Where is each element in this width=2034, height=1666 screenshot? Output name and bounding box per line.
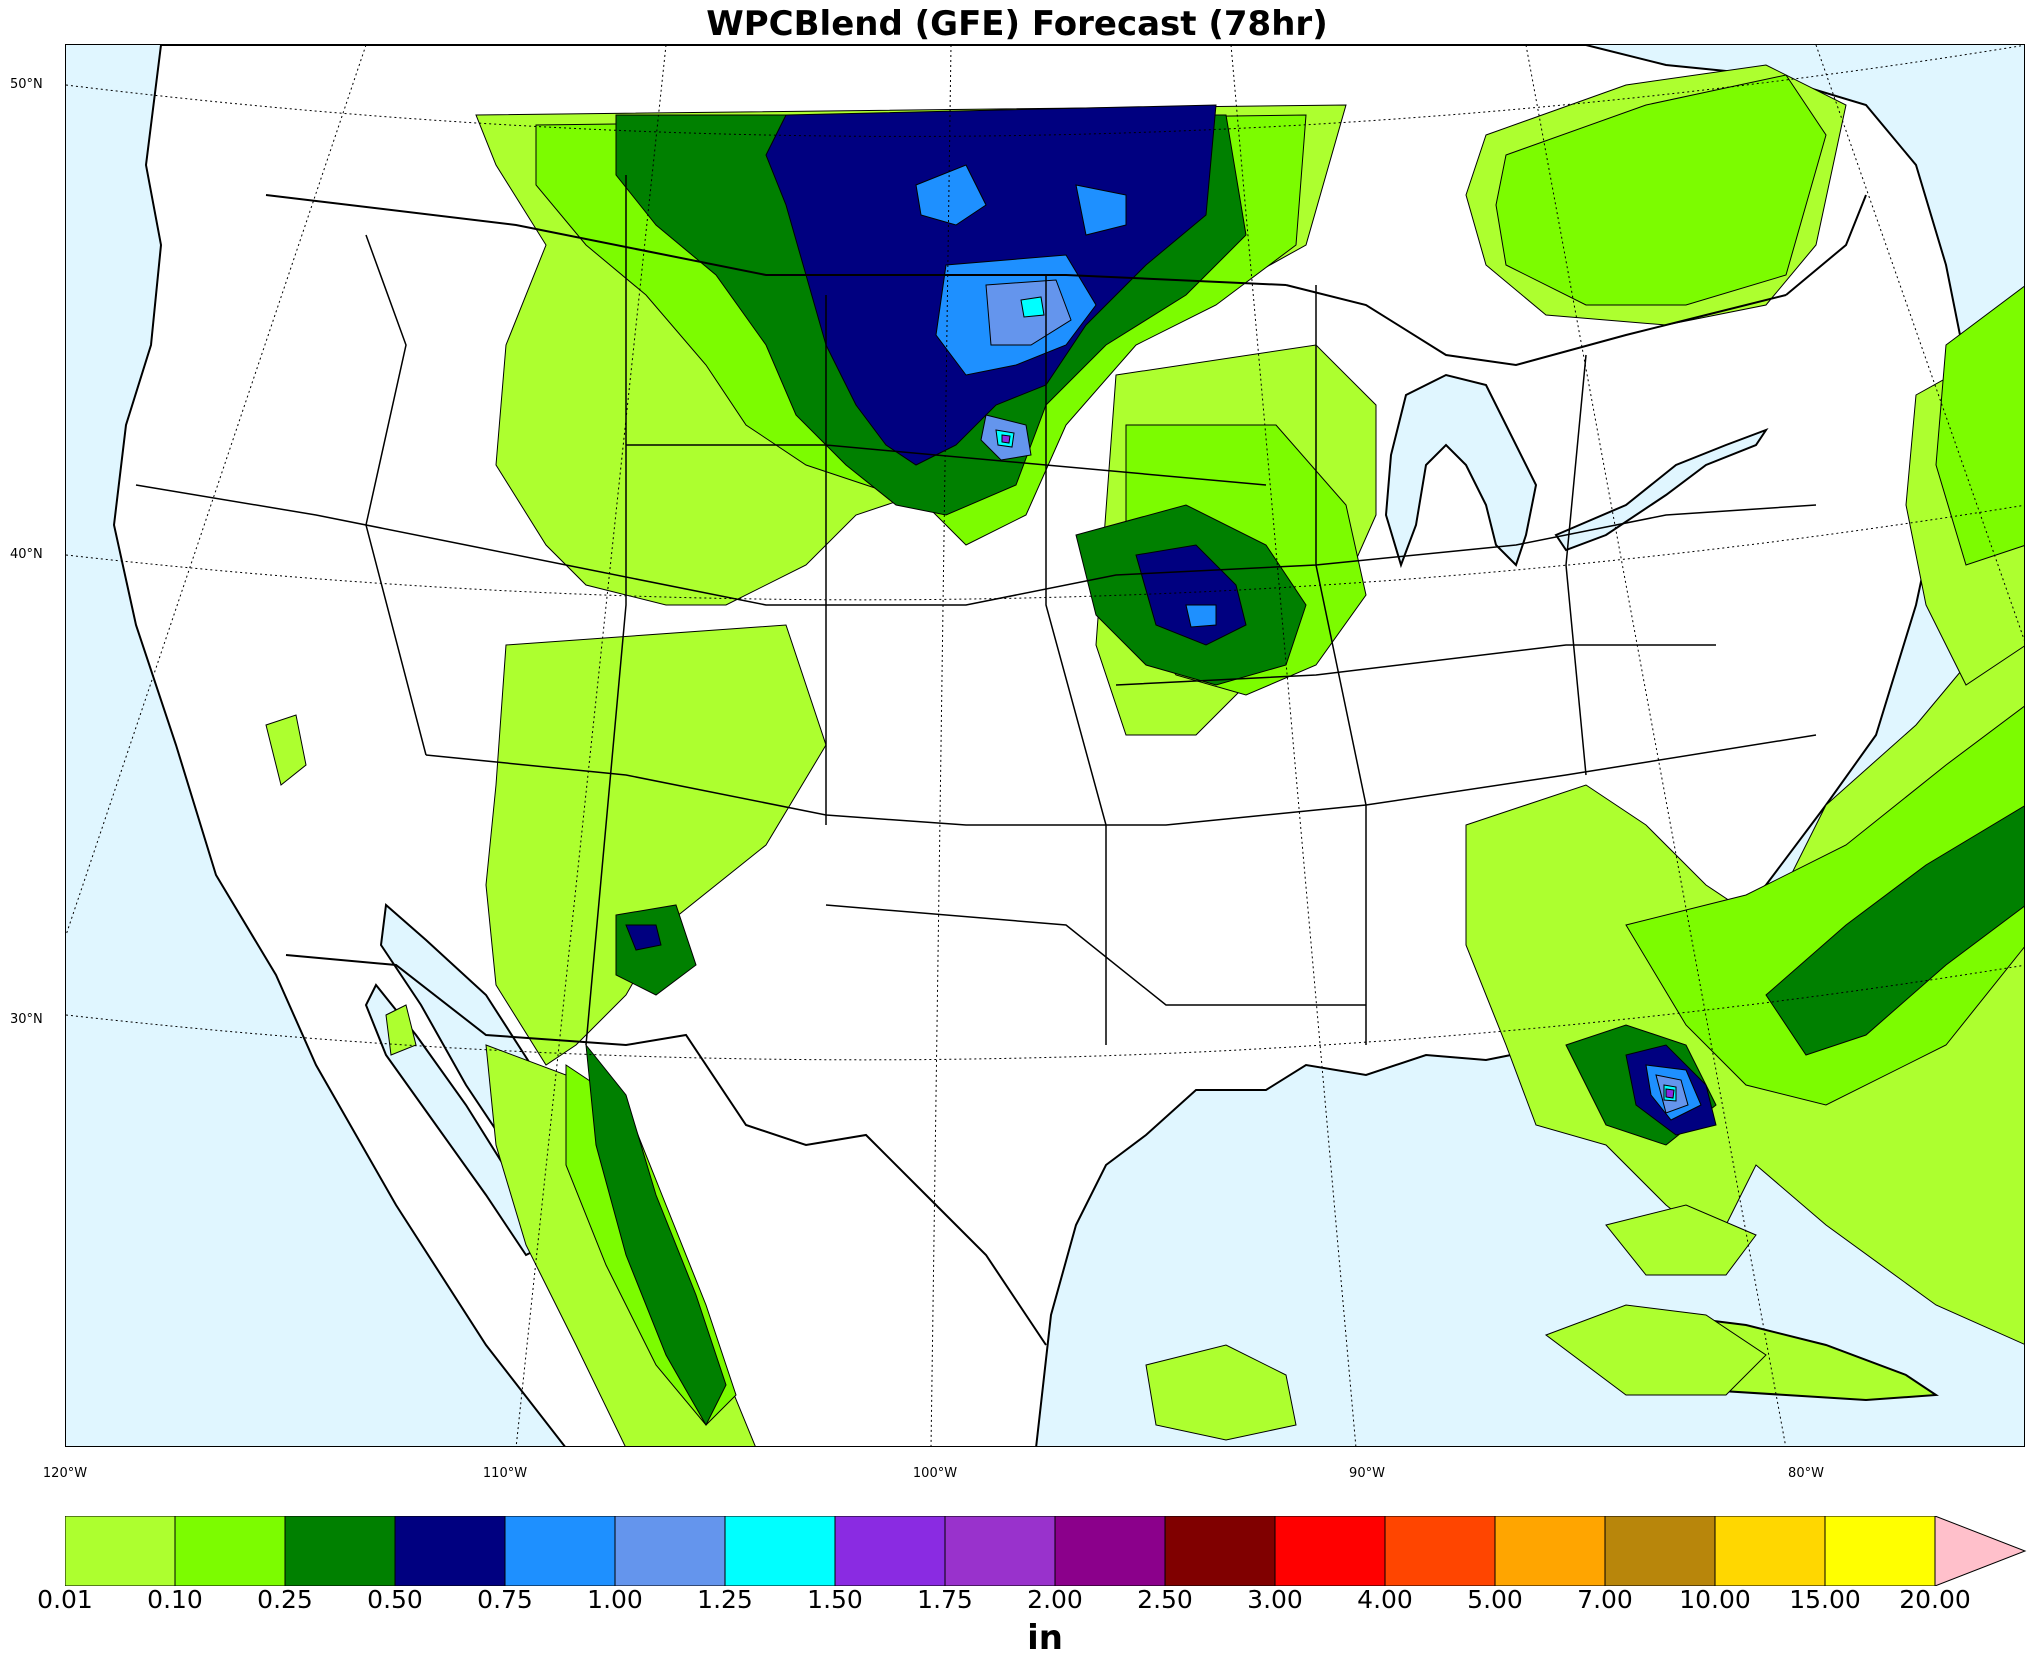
precip-1.50 [1001, 434, 1675, 1099]
lon-label-100w: 100°W [912, 1466, 958, 1481]
lon-label-90w: 90°W [1349, 1466, 1385, 1481]
colorbar-swatch [1714, 1516, 1826, 1586]
colorbar-tick-label: 10.00 [1679, 1585, 1751, 1614]
colorbar-swatch [1824, 1516, 1936, 1586]
colorbar-swatch [834, 1516, 946, 1586]
colorbar-tick-label: 1.25 [697, 1585, 753, 1614]
lon-label-80w: 80°W [1788, 1466, 1824, 1481]
colorbar-swatch [284, 1516, 396, 1586]
colorbar-tick-label: 20.00 [1899, 1585, 1971, 1614]
state-lines [135, 175, 1817, 1046]
colorbar-tick-label: 3.00 [1247, 1585, 1303, 1614]
colorbar-swatch [394, 1516, 506, 1586]
colorbar-swatch [65, 1516, 176, 1586]
lon-label-110w: 110°W [482, 1466, 528, 1481]
colorbar [65, 1516, 2027, 1586]
colorbar-tick-label: 0.01 [37, 1585, 93, 1614]
lat-label-40n: 40°N [10, 547, 43, 562]
colorbar-tick-label: 0.25 [257, 1585, 313, 1614]
colorbar-tick-label: 1.00 [587, 1585, 643, 1614]
colorbar-tick-label: 2.50 [1137, 1585, 1193, 1614]
colorbar-units: in [1027, 1618, 1063, 1658]
great-lakes [1384, 373, 1538, 569]
colorbar-tick-label: 15.00 [1789, 1585, 1861, 1614]
gulf-of-california [364, 983, 548, 1257]
colorbar-swatch [174, 1516, 286, 1586]
colorbar-tick-label: 1.75 [917, 1585, 973, 1614]
colorbar-tick-label: 7.00 [1577, 1585, 1633, 1614]
colorbar-swatch [614, 1516, 726, 1586]
precipitation-map [66, 45, 2024, 1446]
colorbar-swatch [504, 1516, 616, 1586]
graticule [66, 45, 2024, 1446]
map-panel [65, 44, 2025, 1447]
colorbar-swatch [1054, 1516, 1166, 1586]
colorbar-tick-label: 5.00 [1467, 1585, 1523, 1614]
colorbar-tick-label: 0.10 [147, 1585, 203, 1614]
political-borders [265, 194, 1867, 1346]
lat-label-30n: 30°N [10, 1012, 43, 1027]
colorbar-tick-label: 0.75 [477, 1585, 533, 1614]
lon-label-120w: 120°W [42, 1466, 88, 1481]
lat-label-50n: 50°N [10, 77, 43, 92]
colorbar-swatch [1494, 1516, 1606, 1586]
map-title: WPCBlend (GFE) Forecast (78hr) [706, 4, 1328, 44]
colorbar-swatch [1604, 1516, 1716, 1586]
colorbar-tick-label: 4.00 [1357, 1585, 1413, 1614]
colorbar-tick-label: 0.50 [367, 1585, 423, 1614]
colorbar-extend-arrow [1934, 1516, 2027, 1586]
colorbar-swatch [944, 1516, 1056, 1586]
colorbar-tick-label: 1.50 [807, 1585, 863, 1614]
colorbar-swatch [1384, 1516, 1496, 1586]
colorbar-swatch [724, 1516, 836, 1586]
lake-erie-ontario [1554, 427, 1769, 552]
colorbar-swatch [1274, 1516, 1386, 1586]
colorbar-tick-label: 2.00 [1027, 1585, 1083, 1614]
colorbar-swatch [1164, 1516, 1276, 1586]
